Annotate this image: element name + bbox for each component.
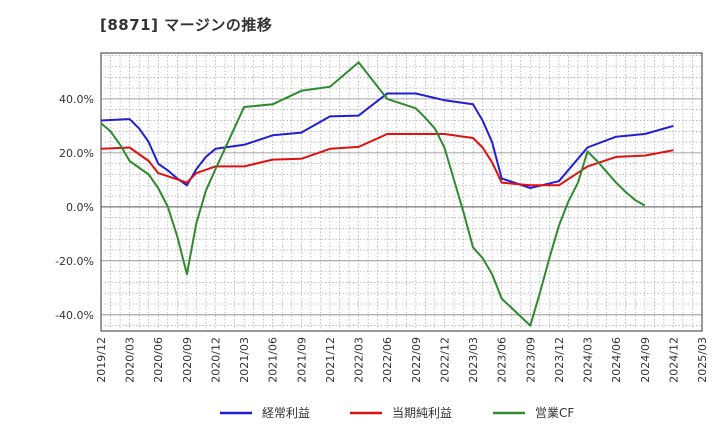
x-tick-label: 2021/03	[238, 337, 251, 383]
x-tick-label: 2020/12	[209, 337, 222, 383]
x-tick-label: 2021/06	[267, 337, 280, 383]
chart-title: [8871] マージンの推移	[100, 16, 273, 34]
x-tick-label: 2023/06	[496, 337, 509, 383]
y-tick-label: 20.0%	[59, 147, 94, 160]
x-tick-label: 2024/12	[667, 337, 680, 383]
legend-label-1: 経常利益	[262, 406, 310, 420]
y-tick-label: -40.0%	[55, 309, 94, 322]
x-tick-label: 2019/12	[95, 337, 108, 383]
series-line-3	[100, 61, 646, 327]
x-tick-label: 2023/03	[467, 337, 480, 383]
x-tick-label: 2024/03	[582, 337, 595, 383]
x-tick-label: 2022/12	[438, 337, 451, 383]
x-tick-label: 2022/03	[353, 337, 366, 383]
y-tick-label: 0.0%	[66, 201, 94, 214]
y-tick-label: -20.0%	[55, 255, 94, 268]
x-tick-label: 2020/03	[124, 337, 137, 383]
series-line-2	[100, 133, 674, 187]
x-tick-label: 2025/03	[696, 337, 709, 383]
x-tick-label: 2024/06	[610, 337, 623, 383]
plot-area	[100, 52, 703, 332]
x-tick-label: 2023/12	[553, 337, 566, 383]
x-tick-label: 2023/09	[524, 337, 537, 383]
legend-label-2: 当期純利益	[392, 406, 452, 420]
y-tick-label: 40.0%	[59, 93, 94, 106]
x-tick-label: 2022/06	[381, 337, 394, 383]
legend-label-3: 営業CF	[535, 406, 574, 420]
x-tick-label: 2020/06	[152, 337, 165, 383]
x-tick-label: 2022/09	[410, 337, 423, 383]
x-tick-label: 2021/09	[295, 337, 308, 383]
x-tick-label: 2024/09	[639, 337, 652, 383]
x-tick-label: 2020/09	[181, 337, 194, 383]
x-tick-label: 2021/12	[324, 337, 337, 383]
